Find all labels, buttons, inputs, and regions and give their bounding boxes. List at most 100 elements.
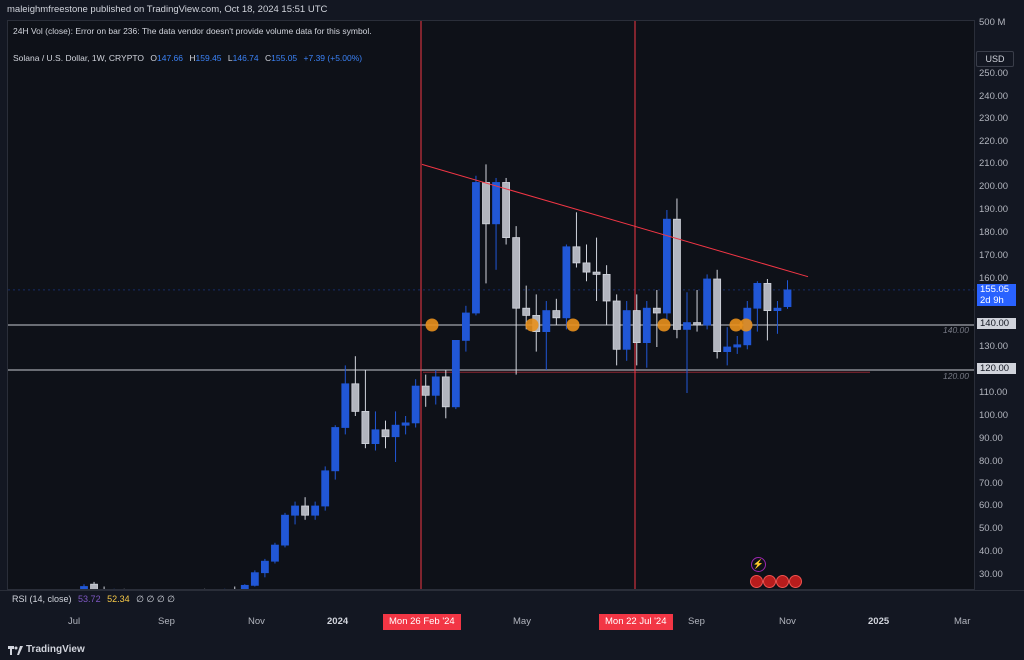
flag-icon[interactable] [789, 575, 802, 588]
time-label: May [513, 616, 531, 627]
symbol-name: Solana / U.S. Dollar, 1W, CRYPTO [13, 53, 145, 63]
candle [492, 182, 500, 225]
touch-point-circle [525, 318, 539, 332]
candle [773, 307, 782, 312]
volume-error-notice: 24H Vol (close): Error on bar 236: The d… [13, 26, 372, 36]
price-tick-label: 60.00 [979, 500, 1003, 511]
price-tick-label: 70.00 [979, 478, 1003, 489]
touch-point-circle [566, 318, 580, 332]
price-tick-label: 30.00 [979, 569, 1003, 580]
candle [713, 278, 722, 352]
candle [381, 429, 390, 438]
price-tick-label: 220.00 [979, 136, 1009, 147]
date-marker-label: Mon 22 Jul '24 [599, 614, 673, 630]
candle [723, 346, 732, 352]
candle [562, 246, 571, 319]
price-tick-label: 50.00 [979, 523, 1003, 534]
candle [271, 544, 279, 562]
ohlc-change: +7.39 (+5.00%) [303, 53, 363, 63]
candle [542, 310, 551, 333]
candle [80, 586, 88, 589]
candle [421, 385, 430, 396]
price-tick-label: 190.00 [979, 204, 1009, 215]
currency-button[interactable]: USD [976, 51, 1014, 67]
us-flag-events[interactable] [750, 575, 802, 588]
footer: TradingView [0, 640, 1024, 660]
ohlc-open-label: O [150, 53, 158, 63]
candle [451, 339, 460, 408]
candle [652, 307, 661, 314]
candle [693, 322, 701, 326]
price-tick-label: 230.00 [979, 113, 1009, 124]
time-label: Nov [779, 616, 796, 627]
candle [663, 218, 671, 314]
price-tick-label: 100.00 [979, 410, 1009, 421]
candle [260, 560, 269, 574]
candle [683, 322, 691, 330]
time-label: Nov [248, 616, 265, 627]
candle [331, 427, 340, 472]
price-chart[interactable] [8, 21, 975, 590]
candle [401, 422, 410, 426]
price-tick-label: 240.00 [979, 91, 1009, 102]
touch-point-circle [657, 318, 671, 332]
candle [311, 505, 320, 516]
time-label: Mar [954, 616, 971, 627]
candle [703, 278, 711, 326]
candle [291, 505, 299, 516]
candle [301, 505, 310, 516]
price-tick-label: 40.00 [979, 546, 1003, 557]
last-price-tag: 155.05 2d 9h [977, 284, 1016, 306]
rsi-pane[interactable]: RSI (14, close) 53.72 52.34 ∅ ∅ ∅ ∅ [0, 590, 1024, 611]
price-tick-label: 180.00 [979, 227, 1009, 238]
publisher-bar: maleighmfreestone published on TradingVi… [0, 0, 1024, 20]
chart-pane[interactable]: 24H Vol (close): Error on bar 236: The d… [7, 20, 975, 590]
candle [592, 271, 601, 275]
candle [572, 246, 581, 264]
ohlc-close: 155.05 [271, 53, 298, 63]
publisher-text: maleighmfreestone published on TradingVi… [7, 4, 328, 15]
flag-icon[interactable] [763, 575, 776, 588]
time-label: Sep [158, 616, 175, 627]
time-label: Jul [68, 616, 81, 627]
ohlc-low-label: L [227, 53, 233, 63]
level-tag-140: 140.00 [977, 318, 1016, 329]
candle [783, 289, 792, 308]
time-label: Sep [688, 616, 705, 627]
line-label-120: 120.00 [943, 371, 969, 381]
candle [472, 182, 480, 314]
candle [673, 218, 681, 330]
symbol-legend[interactable]: Solana / U.S. Dollar, 1W, CRYPTO O147.66… [13, 53, 362, 63]
candle [240, 584, 249, 589]
lightning-icon[interactable]: ⚡ [751, 557, 766, 572]
candle [250, 572, 259, 586]
price-tick-label: 200.00 [979, 181, 1009, 192]
candle [642, 307, 651, 344]
trendline [421, 163, 809, 278]
price-tick-label: 250.00 [979, 68, 1009, 79]
candle [582, 262, 591, 273]
time-axis[interactable]: Jul Sep Nov 2024 Mon 26 Feb '24 May Mon … [0, 610, 1024, 640]
candle [461, 312, 470, 341]
candle [632, 310, 641, 344]
candle [351, 383, 360, 412]
rsi-legend: RSI (14, close) 53.72 52.34 ∅ ∅ ∅ ∅ [12, 594, 176, 604]
flag-icon[interactable] [750, 575, 763, 588]
ohlc-open: 147.66 [157, 53, 184, 63]
price-tick-label: 500 M [979, 17, 1006, 28]
time-label: 2025 [868, 616, 890, 627]
candle [622, 310, 631, 350]
candle [391, 424, 400, 438]
flag-icon[interactable] [776, 575, 789, 588]
ohlc-close-label: C [265, 53, 272, 63]
touch-point-circle [425, 318, 439, 332]
candle [522, 307, 531, 316]
candle [361, 410, 370, 444]
price-tick-label: 170.00 [979, 250, 1009, 261]
candle [341, 383, 350, 428]
candle [431, 376, 440, 396]
candle [753, 282, 762, 309]
candle [281, 514, 289, 546]
level-tag-120: 120.00 [977, 363, 1016, 374]
price-tick-label: 90.00 [979, 433, 1003, 444]
